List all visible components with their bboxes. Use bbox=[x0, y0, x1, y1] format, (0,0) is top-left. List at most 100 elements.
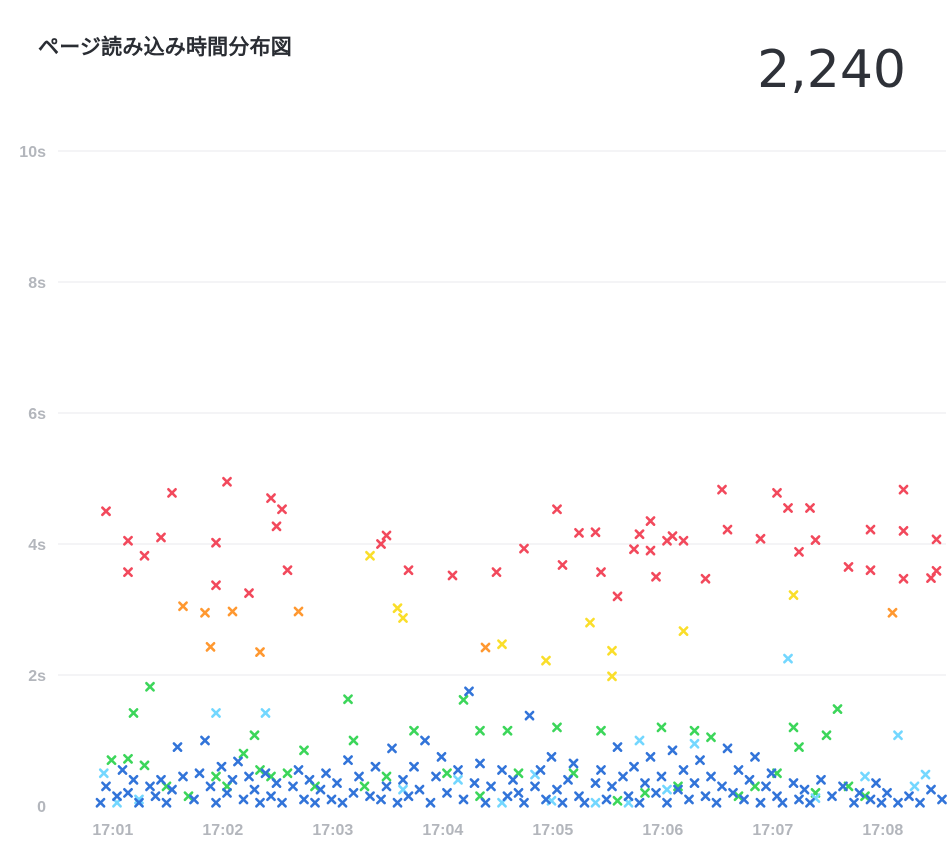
data-point bbox=[860, 791, 870, 802]
data-point bbox=[205, 641, 216, 652]
data-point bbox=[381, 771, 392, 782]
data-point bbox=[612, 591, 623, 602]
data-point bbox=[156, 532, 166, 543]
data-point bbox=[453, 774, 463, 785]
data-point bbox=[865, 524, 876, 535]
data-point bbox=[722, 524, 733, 535]
data-point bbox=[222, 787, 232, 798]
data-point bbox=[145, 681, 155, 692]
data-point bbox=[354, 771, 364, 782]
data-point bbox=[909, 781, 920, 792]
data-point bbox=[332, 778, 342, 788]
data-point bbox=[205, 781, 216, 792]
data-point bbox=[744, 774, 755, 785]
data-point bbox=[761, 781, 771, 792]
data-point bbox=[233, 756, 243, 767]
data-point bbox=[838, 781, 848, 792]
x-tick-label: 17:02 bbox=[202, 822, 243, 839]
data-point bbox=[519, 797, 529, 808]
data-point bbox=[915, 797, 925, 808]
data-point bbox=[684, 794, 694, 805]
data-point bbox=[689, 725, 700, 736]
data-point bbox=[596, 567, 606, 578]
data-point bbox=[387, 743, 397, 754]
data-point bbox=[783, 503, 793, 513]
data-point bbox=[227, 606, 238, 617]
y-tick-label: 8s bbox=[28, 275, 46, 292]
data-point bbox=[260, 768, 271, 779]
data-point bbox=[788, 778, 799, 788]
data-point bbox=[337, 797, 348, 808]
data-point bbox=[475, 725, 485, 736]
data-point bbox=[535, 765, 546, 775]
data-point bbox=[651, 571, 661, 582]
data-point bbox=[557, 560, 568, 570]
data-point bbox=[321, 768, 331, 779]
data-point bbox=[343, 755, 353, 766]
data-point bbox=[277, 797, 287, 808]
data-point bbox=[706, 771, 716, 782]
data-point bbox=[662, 784, 672, 795]
data-point bbox=[211, 537, 221, 548]
data-point bbox=[568, 758, 579, 769]
data-point bbox=[711, 797, 722, 808]
data-point bbox=[238, 794, 249, 805]
data-point bbox=[310, 797, 320, 808]
data-point bbox=[502, 791, 513, 802]
data-point bbox=[128, 708, 139, 718]
data-point bbox=[618, 771, 628, 782]
data-point bbox=[898, 484, 909, 495]
data-point bbox=[271, 778, 282, 788]
data-point bbox=[381, 530, 392, 541]
data-point bbox=[469, 778, 480, 788]
data-points bbox=[95, 476, 947, 808]
data-point bbox=[458, 694, 469, 705]
data-point bbox=[117, 765, 128, 775]
data-point bbox=[585, 617, 595, 628]
data-point bbox=[95, 797, 106, 808]
data-point bbox=[519, 543, 529, 554]
data-point bbox=[156, 774, 166, 785]
data-point bbox=[629, 544, 639, 555]
data-point bbox=[678, 626, 689, 637]
data-point bbox=[530, 781, 540, 792]
data-point bbox=[497, 639, 507, 650]
data-point bbox=[123, 787, 133, 798]
data-point bbox=[645, 545, 656, 556]
data-point bbox=[810, 535, 821, 545]
data-point bbox=[893, 730, 903, 741]
data-point bbox=[849, 797, 859, 808]
data-point bbox=[293, 765, 304, 775]
data-point bbox=[563, 774, 573, 785]
data-point bbox=[590, 797, 601, 808]
data-point bbox=[722, 743, 733, 754]
data-point bbox=[464, 686, 474, 697]
data-point bbox=[211, 580, 221, 591]
data-point bbox=[282, 565, 293, 576]
data-point bbox=[662, 797, 672, 808]
data-point bbox=[717, 484, 727, 495]
data-point bbox=[777, 797, 788, 808]
data-point bbox=[541, 655, 551, 666]
data-point bbox=[271, 521, 282, 532]
data-point bbox=[183, 791, 194, 802]
data-point bbox=[843, 562, 854, 572]
data-point bbox=[436, 751, 447, 762]
data-point bbox=[865, 794, 876, 805]
data-point bbox=[326, 794, 337, 805]
data-point bbox=[98, 768, 109, 779]
data-point bbox=[486, 781, 496, 792]
data-point bbox=[546, 751, 557, 762]
total-count: 2,240 bbox=[757, 40, 906, 100]
data-point bbox=[475, 758, 485, 769]
data-point bbox=[607, 781, 617, 792]
data-point bbox=[244, 771, 254, 782]
data-point bbox=[750, 751, 760, 762]
data-point bbox=[365, 791, 375, 802]
data-point bbox=[403, 565, 414, 576]
y-tick-label: 4s bbox=[28, 537, 46, 554]
data-point bbox=[623, 791, 634, 802]
data-point bbox=[596, 765, 606, 775]
